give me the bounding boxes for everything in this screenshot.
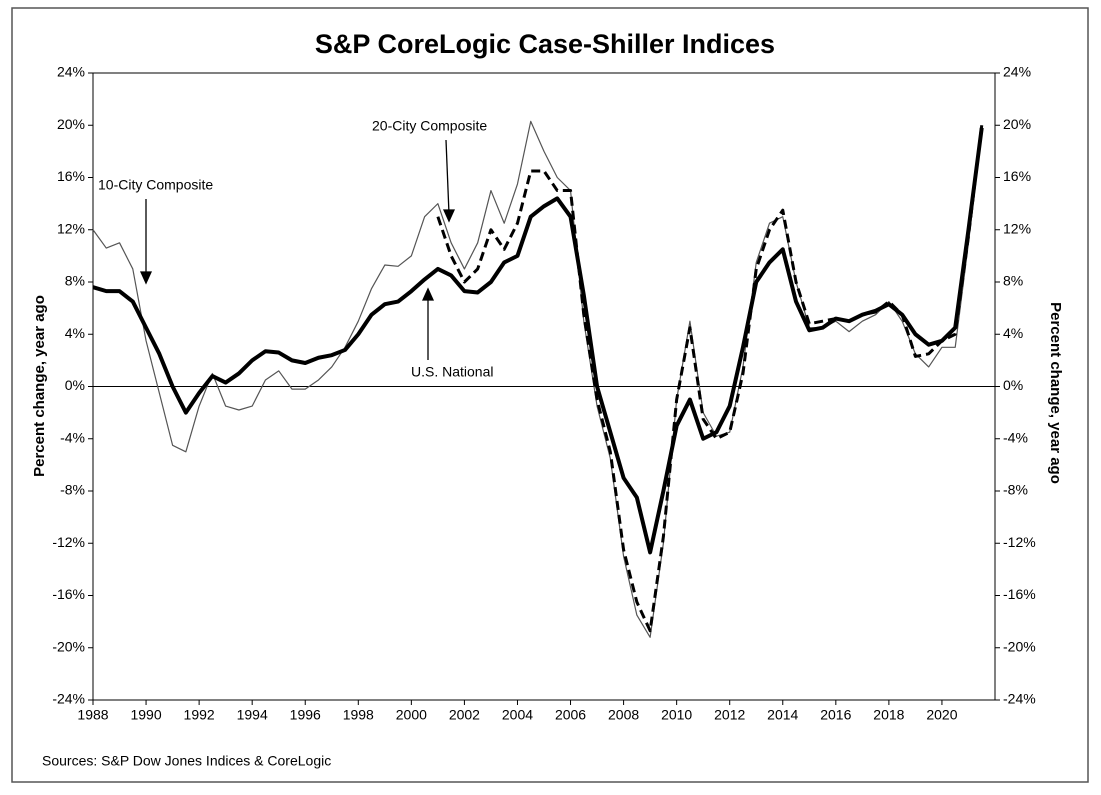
arrow-head — [139, 271, 153, 285]
arrow — [445, 139, 450, 215]
x-tick-label: 2006 — [555, 707, 586, 723]
y-tick-label: 20% — [57, 116, 85, 132]
x-tick-label: 2008 — [608, 707, 639, 723]
y2-tick-label: 0% — [1003, 377, 1023, 393]
chart-title: S&P CoreLogic Case-Shiller Indices — [315, 29, 775, 59]
arrow-head — [421, 287, 435, 301]
y2-tick-label: -8% — [1003, 482, 1028, 498]
x-tick-label: 1996 — [290, 707, 321, 723]
y-tick-label: 24% — [57, 64, 85, 80]
x-tick-label: 1988 — [77, 707, 108, 723]
y2-tick-label: -4% — [1003, 429, 1028, 445]
series-annotation: 20-City Composite — [372, 118, 487, 134]
y2-tick-label: 12% — [1003, 220, 1031, 236]
y2-tick-label: 16% — [1003, 168, 1031, 184]
y-tick-label: 4% — [65, 325, 85, 341]
x-tick-label: 1992 — [184, 707, 215, 723]
y-tick-label: -12% — [52, 534, 85, 550]
y2-tick-label: -24% — [1003, 691, 1036, 707]
x-tick-label: 1990 — [130, 707, 161, 723]
y2-tick-label: -16% — [1003, 586, 1036, 602]
y-tick-label: 16% — [57, 168, 85, 184]
chart-border — [11, 7, 1089, 783]
x-tick-label: 2016 — [820, 707, 851, 723]
series-annotation: U.S. National — [411, 364, 493, 380]
y-tick-label: 12% — [57, 220, 85, 236]
y2-tick-label: -12% — [1003, 534, 1036, 550]
y2-tick-label: 4% — [1003, 325, 1023, 341]
y-tick-label: 0% — [65, 377, 85, 393]
x-tick-label: 2014 — [767, 707, 798, 723]
y2-tick-label: 20% — [1003, 116, 1031, 132]
series-line — [92, 127, 984, 555]
y-tick-label: -4% — [60, 429, 85, 445]
x-tick-label: 1994 — [237, 707, 268, 723]
x-tick-label: 2012 — [714, 707, 745, 723]
y-tick-label: -20% — [52, 638, 85, 654]
x-tick-label: 2018 — [873, 707, 904, 723]
arrow-head — [442, 209, 456, 223]
series-annotation: 10-City Composite — [98, 177, 213, 193]
annotation-arrows — [139, 139, 456, 360]
y-axis-label: Percent change, year ago — [31, 295, 48, 477]
x-tick-label: 1998 — [343, 707, 374, 723]
y-tick-label: -16% — [52, 586, 85, 602]
x-tick-label: 2002 — [449, 707, 480, 723]
x-tick-label: 2010 — [661, 707, 692, 723]
y2-tick-label: -20% — [1003, 638, 1036, 654]
x-tick-label: 2020 — [926, 707, 957, 723]
x-tick-label: 2004 — [502, 707, 533, 723]
y-tick-label: -24% — [52, 691, 85, 707]
series-line — [436, 125, 984, 633]
y2-tick-label: 8% — [1003, 273, 1023, 289]
y-tick-label: 8% — [65, 273, 85, 289]
source-note: Sources: S&P Dow Jones Indices & CoreLog… — [42, 753, 331, 769]
y-tick-label: -8% — [60, 482, 85, 498]
y2-tick-label: 24% — [1003, 64, 1031, 80]
y2-axis-label: Percent change, year ago — [1047, 302, 1064, 484]
x-tick-label: 2000 — [396, 707, 427, 723]
